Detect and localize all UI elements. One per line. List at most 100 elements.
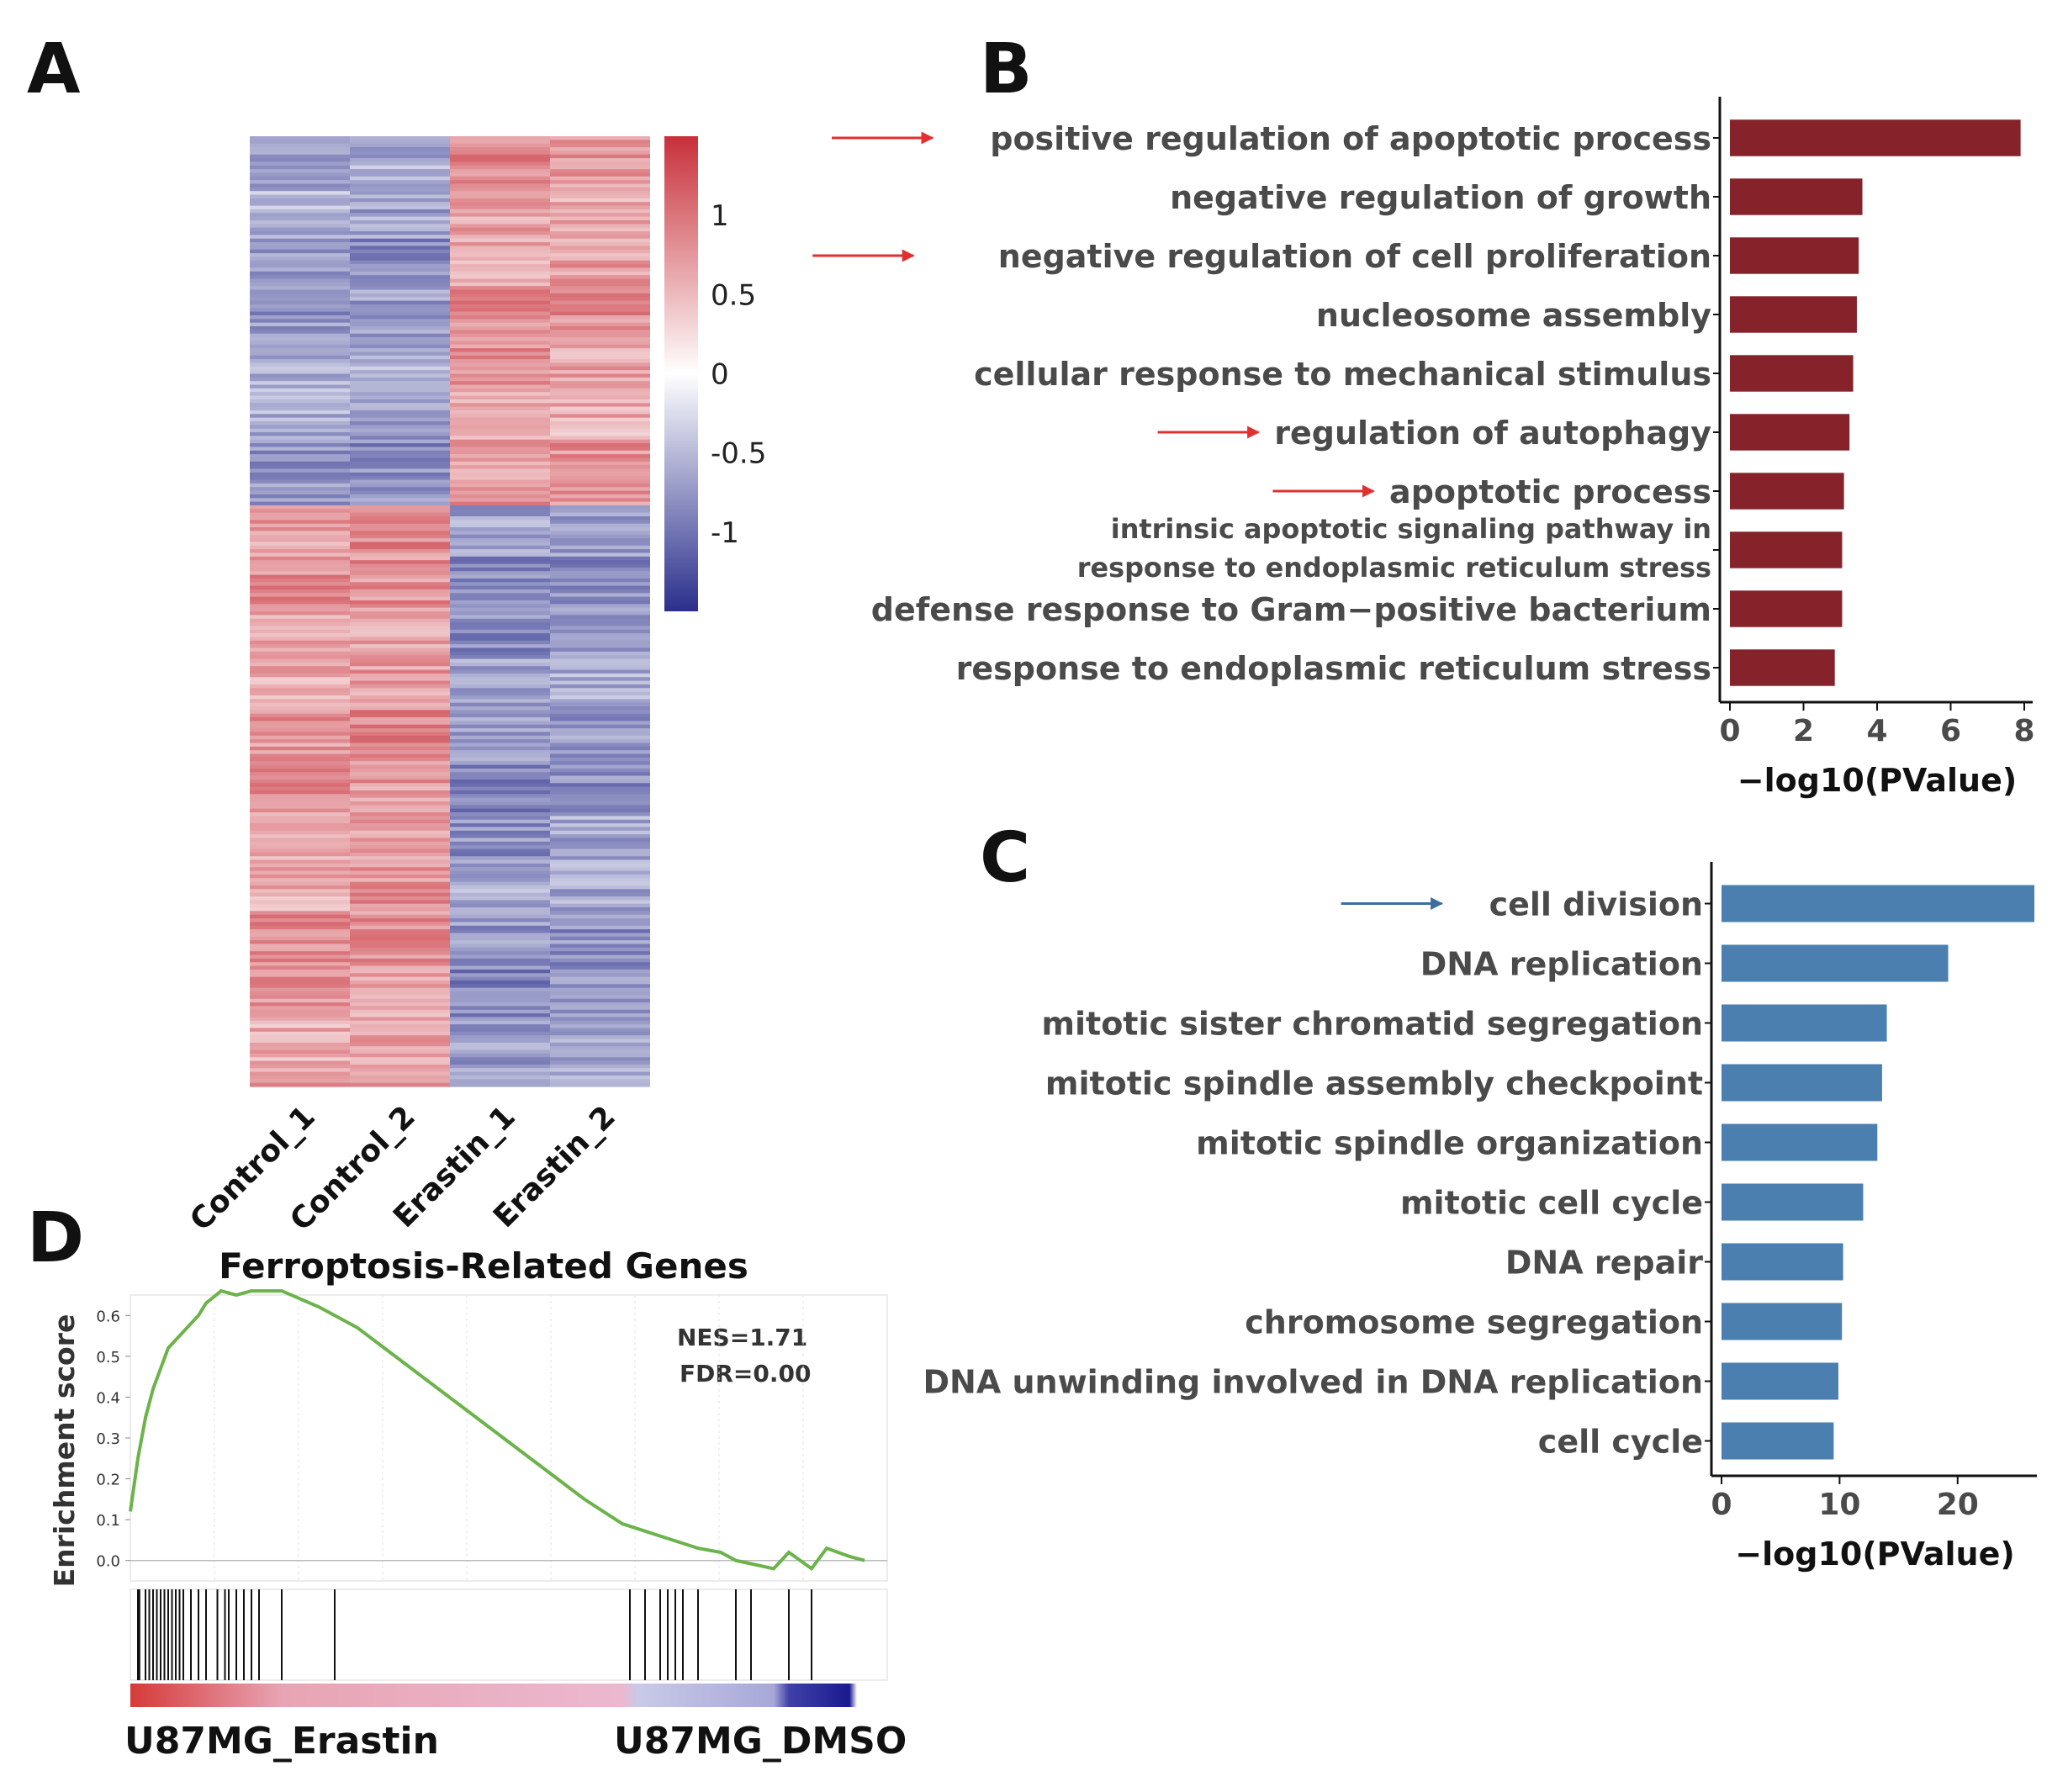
category-label-line: intrinsic apoptotic signaling pathway in [1111,513,1711,545]
heatmap-cell [250,856,350,861]
heatmap-cell [550,381,650,386]
heatmap-cell [250,348,350,353]
heatmap-cell [350,271,450,276]
heatmap-cell [350,574,450,579]
heatmap-cell [550,954,650,959]
heatmap-cell [450,267,550,272]
heatmap-cell [550,816,650,821]
heatmap-cell [250,812,350,817]
heatmap-cell [350,344,450,349]
heatmap-cell [350,308,450,313]
heatmap-cell [250,691,350,696]
heatmap-cell [450,534,550,539]
heatmap-cell [250,688,350,693]
heatmap-cell [250,158,350,163]
heatmap-cell [550,297,650,302]
heatmap-cell [550,450,650,455]
heatmap-cell [550,516,650,521]
heatmap-cell [350,911,450,916]
heatmap-cell [250,1006,350,1011]
heatmap-cell [550,428,650,433]
heatmap-cell [350,980,450,985]
heatmap-cell [350,311,450,316]
bar [1730,649,1835,686]
heatmap-cell [350,1060,450,1065]
heatmap-cell [550,1031,650,1036]
heatmap-cell [550,461,650,466]
heatmap-cell [250,479,350,484]
heatmap-cell [250,172,350,177]
heatmap-cell [350,965,450,970]
heatmap-cell [550,845,650,850]
heatmap-cell [350,567,450,572]
heatmap-cell [250,487,350,492]
heatmap-cell [450,1039,550,1044]
heatmap-cell [350,238,450,243]
heatmap-cell [450,925,550,930]
heatmap-cell [250,991,350,996]
heatmap-cell [350,450,450,455]
heatmap-cell [350,523,450,528]
heatmap-cell [450,958,550,963]
heatmap-cell [550,501,650,506]
heatmap-cell [250,315,350,320]
heatmap-cell [450,589,550,594]
heatmap-cell [250,743,350,748]
heatmap-cell [250,786,350,791]
heatmap-cell [350,1002,450,1007]
heatmap-cell [350,403,450,408]
heatmap-cell [550,362,650,367]
heatmap-cell [450,680,550,685]
heatmap-cell [350,593,450,598]
heatmap-cell [550,834,650,839]
heatmap-cell [250,1013,350,1018]
heatmap-cell [250,447,350,452]
heatmap-cell [250,154,350,159]
heatmap-cell [250,202,350,207]
heatmap-cell [550,907,650,912]
heatmap-cell [450,764,550,769]
heatmap-cell [350,600,450,605]
heatmap-cell [550,468,650,473]
heatmap-cell [350,808,450,813]
heatmap-cell [350,520,450,525]
heatmap-cell [450,414,550,419]
heatmap-cell [350,439,450,444]
heatmap-cell [250,944,350,949]
heatmap-cell [350,143,450,148]
heatmap-cell [250,721,350,726]
heatmap-cell [550,611,650,616]
heatmap-cell [450,644,550,649]
heatmap-cell [350,914,450,919]
heatmap-cell [350,505,450,510]
heatmap-cell [250,998,350,1003]
heatmap-cell [350,680,450,685]
heatmap-cell [350,362,450,367]
heatmap-cell [350,490,450,495]
heatmap-cell [250,1002,350,1007]
heatmap-cell [550,753,650,759]
heatmap-cell [250,406,350,411]
heatmap-cell [250,669,350,674]
heatmap-cell [450,253,550,258]
heatmap-cell [350,710,450,715]
heatmap-cell [350,750,450,755]
heatmap-cell [350,695,450,700]
heatmap-cell [250,878,350,883]
gsea-y-tick-label: 0.6 [96,1308,120,1325]
heatmap-cell [250,1028,350,1033]
gsea-ranked-list-bar [130,1684,887,1707]
heatmap-cell [450,1042,550,1047]
colorbar-tick-label: -0.5 [711,437,766,471]
heatmap-cell [350,662,450,667]
heatmap-cell [450,304,550,309]
heatmap-cell [250,384,350,389]
heatmap-cell [250,666,350,671]
go-bar-chart-c: cell division DNA replication mitotic sist… [923,862,2037,1573]
heatmap-cell [450,556,550,561]
heatmap-cell [250,600,350,605]
heatmap-cell [250,907,350,912]
heatmap-cell [450,246,550,251]
heatmap-cell [450,965,550,970]
heatmap-cell [550,991,650,996]
